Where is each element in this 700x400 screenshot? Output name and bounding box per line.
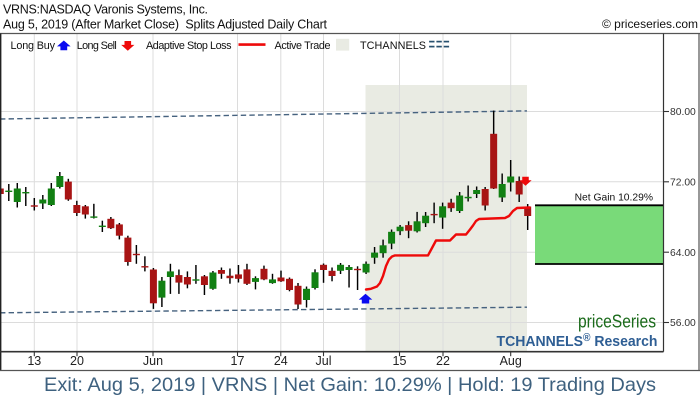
svg-text:24: 24: [274, 354, 288, 368]
svg-text:Exit: Aug 5, 2019 | VRNS | Net: Exit: Aug 5, 2019 | VRNS | Net Gain: 10.…: [44, 374, 656, 396]
svg-text:Jun: Jun: [143, 354, 163, 368]
svg-text:22: 22: [436, 354, 450, 368]
svg-text:Adaptive Stop Loss: Adaptive Stop Loss: [146, 40, 232, 52]
svg-text:80.00: 80.00: [670, 107, 696, 118]
svg-text:Net Gain 10.29%: Net Gain 10.29%: [575, 193, 653, 204]
svg-text:priceSeries: priceSeries: [578, 311, 656, 331]
svg-text:TCHANNELS® Research: TCHANNELS® Research: [497, 332, 658, 350]
svg-text:17: 17: [231, 354, 245, 368]
svg-text:20: 20: [70, 354, 84, 368]
svg-text:VRNS:NASDAQ Varonis Systems, I: VRNS:NASDAQ Varonis Systems, Inc.: [3, 3, 208, 17]
svg-text:64.00: 64.00: [670, 248, 696, 259]
svg-text:15: 15: [393, 354, 407, 368]
svg-text:Long Sell: Long Sell: [77, 40, 117, 52]
svg-text:72.00: 72.00: [670, 177, 696, 188]
svg-text:13: 13: [27, 354, 41, 368]
svg-text:Aug 5, 2019 (After Market Clos: Aug 5, 2019 (After Market Close) Splits …: [3, 18, 328, 32]
svg-text:Aug: Aug: [500, 354, 522, 368]
svg-text:Active Trade: Active Trade: [275, 40, 331, 52]
svg-text:TCHANNELS: TCHANNELS: [360, 40, 426, 52]
svg-text:© priceseries.com: © priceseries.com: [602, 17, 698, 31]
svg-text:56.00: 56.00: [670, 318, 696, 329]
svg-text:Jul: Jul: [316, 354, 332, 368]
svg-text:Long Buy: Long Buy: [11, 40, 56, 52]
